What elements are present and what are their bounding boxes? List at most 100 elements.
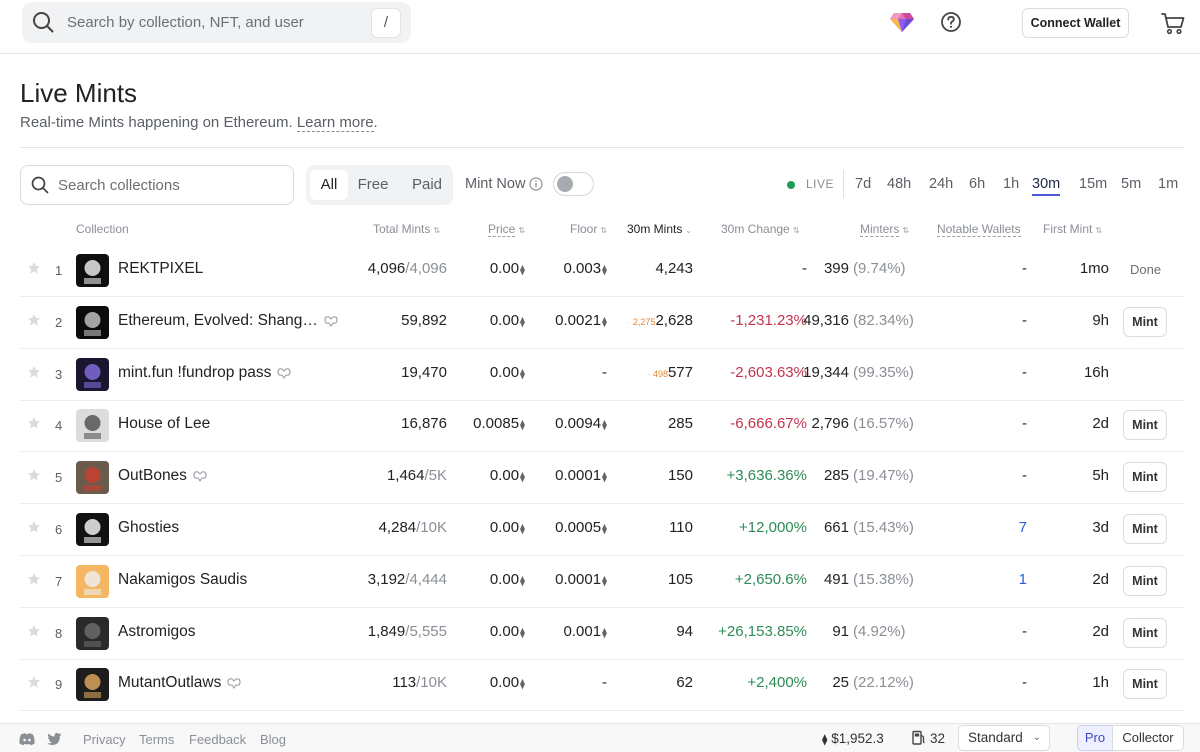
gas-price: 32 (912, 730, 945, 746)
mint-button[interactable]: Mint (1123, 669, 1167, 700)
column-header-total-mints[interactable]: Total Mints ⇅ (373, 222, 440, 236)
footer-link-terms[interactable]: Terms (139, 732, 175, 747)
mode-pro-button[interactable]: Pro (1077, 725, 1113, 751)
connect-wallet-button[interactable]: Connect Wallet (1022, 8, 1129, 38)
gas-mode-select[interactable]: Standard ⌄ (958, 725, 1050, 751)
timeframe-1h[interactable]: 1h (1003, 176, 1020, 192)
timeframe-7d[interactable]: 7d (855, 176, 872, 192)
mint-status-done: Done (1130, 262, 1162, 277)
price-value: 0.00 (489, 311, 520, 329)
collection-name[interactable]: MutantOutlaws (118, 674, 241, 692)
chevron-down-icon: ⌄ (1032, 732, 1041, 743)
collection-name[interactable]: Astromigos (118, 623, 196, 641)
table-row[interactable]: 9 MutantOutlaws 113/10K 0.00⧫ - 62 +2,40… (20, 659, 1184, 712)
learn-more-link[interactable]: Learn more (296, 114, 374, 132)
column-header-notable-wallets[interactable]: Notable Wallets (937, 222, 1021, 237)
mint-button[interactable]: Mint (1123, 306, 1167, 337)
star-icon[interactable] (27, 416, 41, 430)
tab-paid[interactable]: Paid (411, 176, 443, 193)
table-row[interactable]: 2 Ethereum, Evolved: Shang… 59,892 0.00⧫… (20, 297, 1184, 349)
star-icon[interactable] (27, 675, 41, 689)
row-rank: 2 (55, 314, 63, 330)
star-icon[interactable] (27, 261, 41, 275)
mint-button[interactable]: Mint (1123, 617, 1167, 648)
cart-icon[interactable] (1160, 10, 1186, 36)
info-icon[interactable] (529, 177, 543, 191)
discord-icon[interactable] (18, 730, 36, 748)
star-icon[interactable] (27, 365, 41, 379)
twitter-icon[interactable] (45, 730, 63, 748)
30m-change: - (802, 260, 807, 277)
notable-wallets[interactable]: 7 (1018, 519, 1027, 536)
mint-button[interactable]: Mint (1123, 462, 1167, 493)
timeframe-1m[interactable]: 1m (1158, 176, 1179, 192)
table-row[interactable]: 1 REKTPIXEL 4,096/4,096 0.00⧫ 0.003⧫ 4,2… (20, 245, 1184, 297)
star-icon[interactable] (27, 313, 41, 327)
mint-button[interactable]: Mint (1123, 565, 1167, 596)
column-header-30m-change[interactable]: 30m Change ⇅ (721, 222, 799, 236)
star-icon[interactable] (27, 572, 41, 586)
floor-value: 0.0005 (555, 519, 602, 536)
ethereum-icon: ⧫ (520, 575, 525, 587)
table-row[interactable]: 8 Astromigos 1,849/5,555 0.00⧫ 0.001⧫ 94… (20, 608, 1184, 660)
30m-change: +12,000% (739, 519, 807, 536)
footer-link-blog[interactable]: Blog (260, 732, 287, 747)
gem-icon[interactable] (889, 11, 915, 33)
sort-icon: ⇅ (902, 226, 910, 235)
30m-mints-value: 4,243 (655, 260, 693, 277)
column-header-label: 30m Mints (627, 222, 683, 236)
table-row[interactable]: 6 Ghosties 4,284/10K 0.00⧫ 0.0005⧫ 110 +… (20, 504, 1184, 556)
minters-percent: (99.35%) (853, 363, 914, 381)
table-row[interactable]: 5 OutBones 1,464/5K 0.00⧫ 0.0001⧫ 150 +3… (20, 452, 1184, 505)
timeframe-5m[interactable]: 5m (1121, 176, 1142, 192)
mode-collector-button[interactable]: Collector (1112, 725, 1184, 751)
collection-name[interactable]: Nakamigos Saudis (118, 571, 247, 589)
collection-name[interactable]: House of Lee (118, 415, 210, 433)
timeframe-24h[interactable]: 24h (929, 176, 954, 192)
tab-free[interactable]: Free (357, 176, 389, 193)
30m-mints-value: 285 (667, 415, 693, 433)
table-row[interactable]: 7 Nakamigos Saudis 3,192/4,444 0.00⧫ 0.0… (20, 556, 1184, 608)
collection-search-input[interactable]: Search collections (20, 165, 294, 205)
footer-link-privacy[interactable]: Privacy (83, 732, 126, 747)
collection-name[interactable]: Ethereum, Evolved: Shang… (118, 312, 338, 330)
global-search[interactable]: Search by collection, NFT, and user / (22, 2, 411, 43)
help-icon[interactable] (940, 11, 962, 33)
30m-mints-value: 105 (667, 570, 693, 588)
footer-link-feedback[interactable]: Feedback (189, 732, 247, 747)
collection-name[interactable]: REKTPIXEL (118, 260, 203, 278)
column-header-floor[interactable]: Floor ⇅ (570, 222, 607, 236)
collection-thumbnail (76, 668, 109, 702)
previous-mints: 498 (652, 368, 668, 379)
column-header-first-mint[interactable]: First Mint ⇅ (1043, 222, 1102, 236)
collection-thumbnail (76, 616, 109, 650)
collection-name[interactable]: OutBones (118, 467, 207, 485)
column-header-price[interactable]: Price ⇅ (488, 222, 525, 237)
row-rank: 3 (55, 366, 63, 382)
column-header-minters[interactable]: Minters ⇅ (860, 222, 910, 237)
table-row[interactable]: 4 House of Lee 16,876 0.0085⧫ 0.0094⧫ 28… (20, 400, 1184, 453)
price: 0.00⧫ (490, 467, 525, 484)
floor: 0.0001⧫ (555, 571, 607, 588)
ethereum-icon: ⧫ (520, 265, 525, 276)
timeframe-30m[interactable]: 30m (1032, 176, 1061, 196)
mint-button[interactable]: Mint (1123, 410, 1167, 441)
column-header-30m-mints[interactable]: 30m Mints ⌄ (627, 222, 692, 236)
subtitle-text: Real-time Mints happening on Ethereum. (20, 114, 293, 131)
row-rank: 5 (55, 470, 63, 486)
collection-name[interactable]: Ghosties (118, 519, 179, 537)
tab-all[interactable]: All (310, 170, 348, 200)
notable-wallets[interactable]: 1 (1018, 570, 1027, 588)
star-icon[interactable] (27, 624, 41, 638)
collection-thumbnail (76, 357, 109, 391)
mint-button[interactable]: Mint (1123, 514, 1167, 544)
row-rank: 6 (55, 522, 63, 537)
star-icon[interactable] (27, 520, 41, 534)
timeframe-15m[interactable]: 15m (1079, 176, 1108, 192)
table-row[interactable]: 3 mint.fun !fundrop pass 19,470 0.00⧫ - … (20, 349, 1184, 401)
mint-now-toggle[interactable] (553, 172, 594, 196)
collection-name[interactable]: mint.fun !fundrop pass (118, 364, 291, 382)
timeframe-6h[interactable]: 6h (969, 176, 986, 192)
star-icon[interactable] (27, 468, 41, 482)
timeframe-48h[interactable]: 48h (887, 176, 912, 192)
